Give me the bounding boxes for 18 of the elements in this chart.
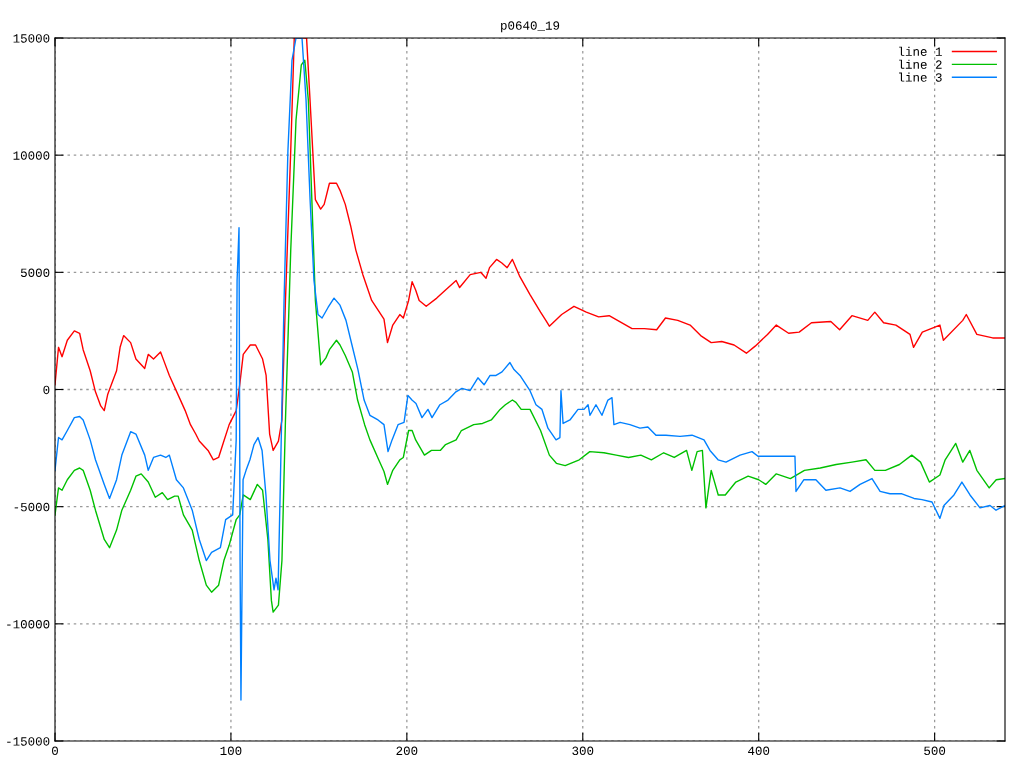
chart-title: p0640_19 — [501, 21, 560, 33]
line-series — [55, 59, 1005, 613]
x-tick-label: 0 — [52, 746, 58, 756]
y-tick-label: -15000 — [7, 737, 50, 746]
y-tick-label: -10000 — [7, 620, 50, 629]
legend-label: line 1 — [899, 46, 942, 56]
x-tick-label: 500 — [924, 746, 946, 756]
legend-label: line 2 — [899, 59, 942, 69]
y-tick-label: 10000 — [13, 151, 50, 160]
y-tick-label: 15000 — [13, 34, 50, 43]
y-tick-label: 5000 — [20, 268, 50, 277]
y-tick-label: -5000 — [14, 502, 50, 512]
y-tick-label: 0 — [43, 385, 50, 395]
x-tick-label: 400 — [748, 746, 770, 756]
x-tick-label: 300 — [572, 746, 594, 756]
x-tick-label: 100 — [220, 746, 242, 756]
legend-label: line 3 — [899, 72, 942, 82]
x-tick-label: 200 — [396, 746, 418, 756]
